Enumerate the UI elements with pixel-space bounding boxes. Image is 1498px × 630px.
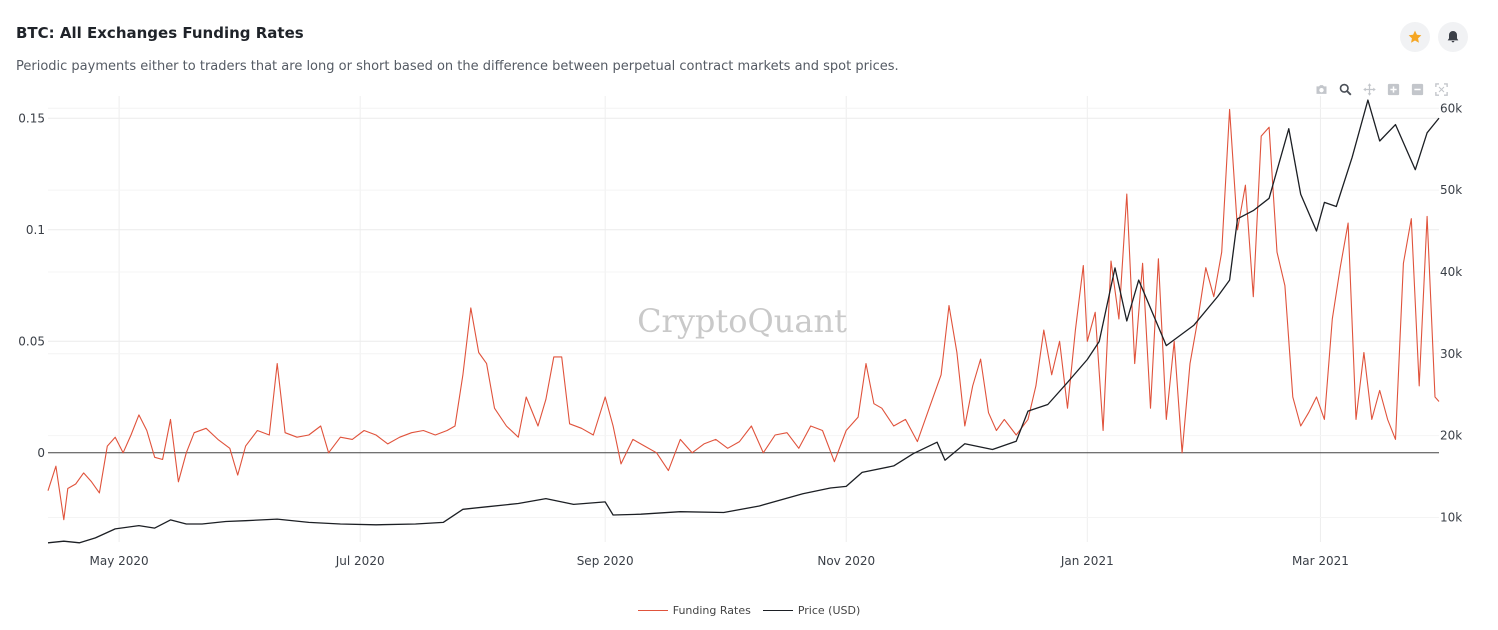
star-icon <box>1408 30 1422 43</box>
autoscale-button[interactable] <box>1432 80 1450 98</box>
zoom-button[interactable] <box>1336 80 1354 98</box>
autoscale-icon <box>1434 82 1448 96</box>
alert-button[interactable] <box>1438 22 1468 52</box>
x-tick-label: Sep 2020 <box>577 554 634 568</box>
series-layer <box>47 99 1440 544</box>
chart-title: BTC: All Exchanges Funding Rates <box>16 24 304 42</box>
zoom-icon <box>1339 83 1351 95</box>
camera-icon <box>1316 84 1326 94</box>
price-line[interactable] <box>47 99 1440 544</box>
chart-legend: Funding Rates Price (USD) <box>0 604 1498 617</box>
legend-item-funding-rates[interactable]: Funding Rates <box>637 604 751 617</box>
y-right-tick-label: 50k <box>1440 183 1462 197</box>
y-left-tick-label: 0.05 <box>18 334 45 348</box>
legend-swatch-funding <box>637 610 668 611</box>
download-plot-button[interactable] <box>1312 80 1330 98</box>
x-tick-label: Jul 2020 <box>335 554 385 568</box>
funding-rate-chart[interactable]: CryptoQuant May 2020 Jul 2020 Sep 2020 Nov … <box>0 0 1498 600</box>
y-right-tick-label: 40k <box>1440 265 1462 279</box>
funding-rate-line[interactable] <box>47 108 1440 521</box>
y-right-tick-label: 30k <box>1440 347 1462 361</box>
pan-icon <box>1362 82 1376 96</box>
favorite-button[interactable] <box>1400 22 1430 52</box>
y-left-tick-label: 0.1 <box>26 223 45 237</box>
y-right-tick-label: 60k <box>1440 101 1462 115</box>
y-left-tick-label: 0.15 <box>18 111 45 125</box>
chart-subtitle: Periodic payments either to traders that… <box>16 59 899 74</box>
x-tick-label: Mar 2021 <box>1292 554 1349 568</box>
zoom-in-button[interactable] <box>1384 80 1402 98</box>
x-tick-label: Nov 2020 <box>817 554 875 568</box>
x-tick-label: May 2020 <box>90 554 149 568</box>
legend-label-funding: Funding Rates <box>672 604 751 617</box>
y-right-tick-label: 20k <box>1440 429 1462 443</box>
legend-label-price: Price (USD) <box>797 604 861 617</box>
zoom-out-icon <box>1411 83 1423 95</box>
legend-item-price[interactable]: Price (USD) <box>762 604 861 617</box>
watermark: CryptoQuant <box>637 302 847 340</box>
x-tick-label: Jan 2021 <box>1060 554 1114 568</box>
zoom-out-button[interactable] <box>1408 80 1426 98</box>
y-left-tick-label: 0 <box>37 446 45 460</box>
legend-swatch-price <box>762 610 793 611</box>
pan-button[interactable] <box>1360 80 1378 98</box>
bell-icon <box>1447 31 1459 43</box>
chart-modebar <box>1312 80 1450 98</box>
axis-ticks: May 2020 Jul 2020 Sep 2020 Nov 2020 Jan 2021… <box>18 101 1462 568</box>
y-right-tick-label: 10k <box>1440 510 1462 524</box>
zoom-in-icon <box>1387 83 1399 95</box>
